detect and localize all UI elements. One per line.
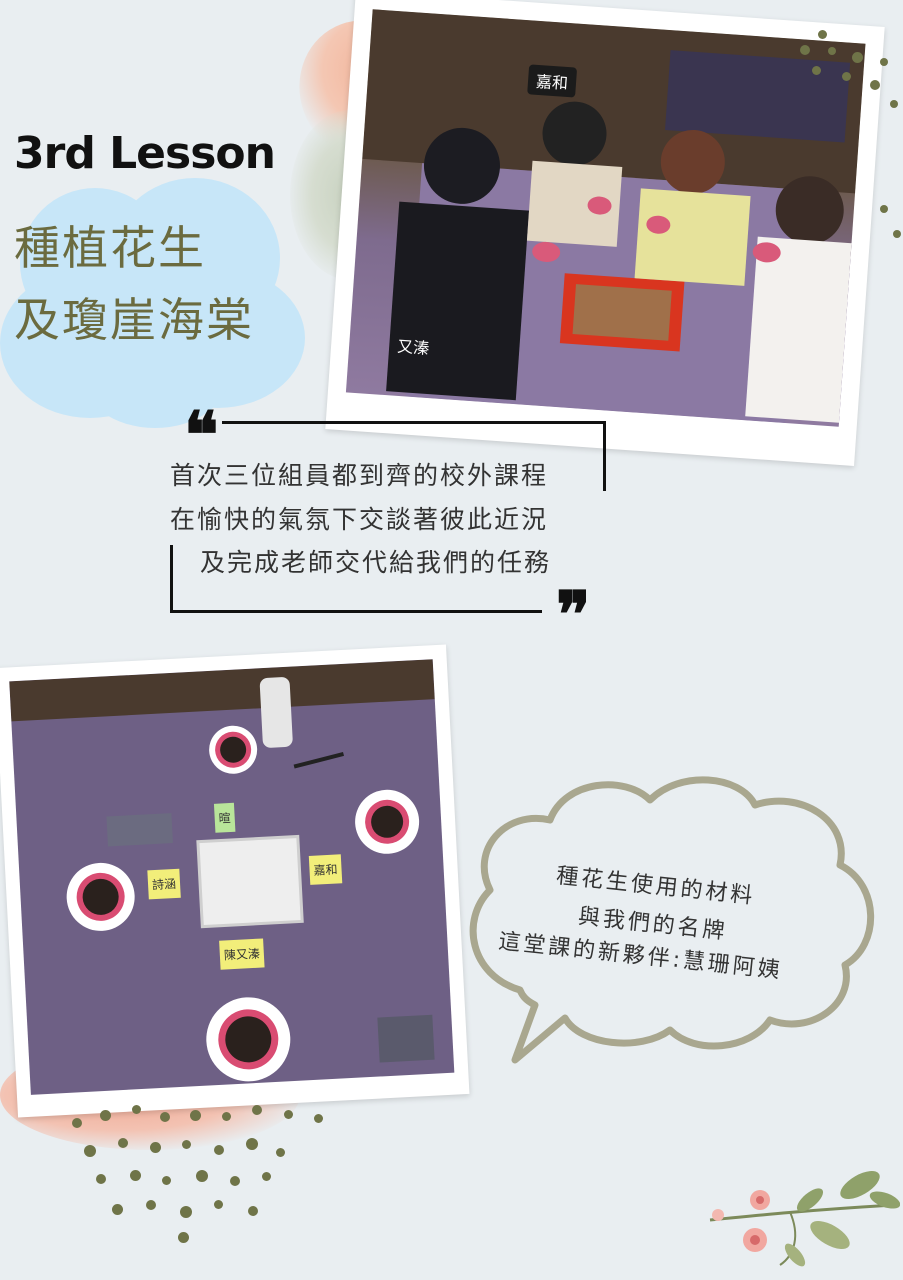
quote-border-bottom	[170, 610, 542, 613]
materials-photo-image: 暄 詩涵 陳又溱 嘉和	[9, 659, 455, 1095]
name-tag-top: 嘉和	[527, 64, 578, 98]
group-photo-image: 嘉和 又溱	[345, 9, 866, 427]
open-quote-icon: ❝	[184, 398, 219, 473]
quote-border-top	[222, 421, 606, 424]
flower-branch-icon	[709, 1171, 900, 1267]
title-line-1: 種植花生	[14, 221, 206, 275]
group-photo: 嘉和 又溱	[325, 0, 885, 466]
name-card-3: 陳又溱	[219, 938, 265, 970]
quote-line-1: 首次三位組員都到齊的校外課程	[170, 461, 549, 490]
title-line-2: 及瓊崖海棠	[14, 293, 254, 347]
name-card-4: 嘉和	[308, 854, 343, 885]
quote-line-3: 及完成老師交代給我們的任務	[200, 548, 552, 577]
lesson-title: 3rd Lesson	[14, 128, 276, 179]
name-card-2: 詩涵	[147, 868, 181, 900]
close-quote-icon: ❞	[556, 578, 591, 653]
quote-border-left	[170, 545, 173, 613]
materials-photo: 暄 詩涵 陳又溱 嘉和	[0, 644, 470, 1118]
title-cloud	[0, 118, 310, 438]
quote-border-right	[603, 421, 606, 491]
speech-bubble-icon	[469, 776, 875, 1064]
quote-line-2: 在愉快的氣氛下交談著彼此近況	[170, 505, 549, 534]
name-tag-bottom: 又溱	[396, 336, 430, 359]
name-card-1: 暄	[213, 802, 236, 833]
